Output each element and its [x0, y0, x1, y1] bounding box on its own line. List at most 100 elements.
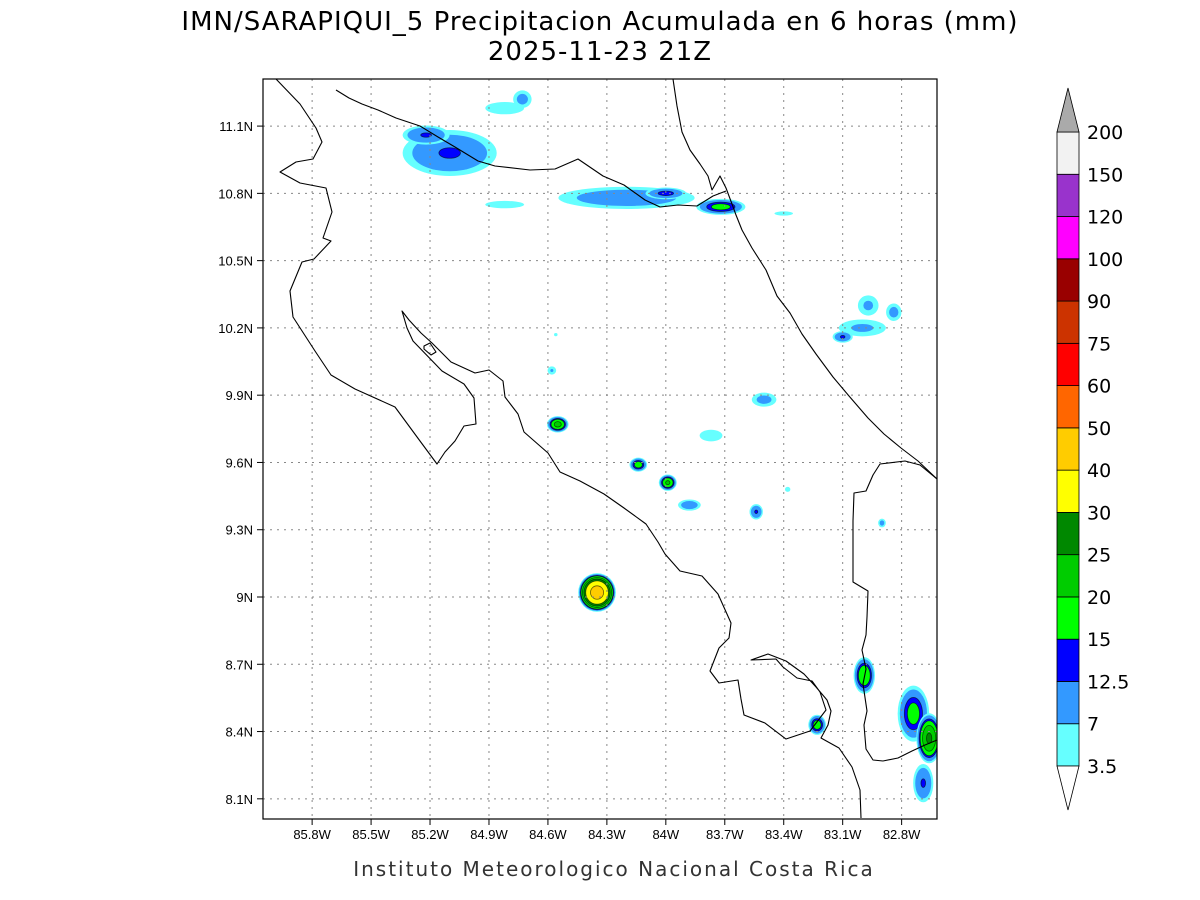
- precip-contour: [699, 429, 723, 442]
- precip-cell: [699, 429, 723, 442]
- precip-cell: [402, 125, 450, 145]
- precip-contour: [554, 333, 558, 337]
- colorbar-segment: [1056, 385, 1080, 429]
- precip-contour: [681, 501, 698, 510]
- lon-tick-label: 83.1W: [824, 827, 862, 842]
- precip-contour: [485, 200, 525, 209]
- precip-contour: [812, 719, 822, 730]
- colorbar-segment: [1056, 173, 1080, 217]
- precip-cell: [838, 319, 886, 337]
- colorbar-segment: [1056, 681, 1080, 725]
- precip-cell: [645, 187, 687, 200]
- colorbar-label: 7: [1087, 714, 1099, 736]
- lon-tick-label: 85.5W: [352, 827, 390, 842]
- precip-contour: [756, 395, 772, 404]
- precip-cell: [485, 200, 525, 209]
- precip-cell: [749, 504, 763, 520]
- lat-tick-label: 9.3N: [226, 523, 253, 538]
- caribbean-coastline: [672, 79, 937, 480]
- colorbar-label: 120: [1087, 207, 1123, 229]
- precip-contour: [920, 778, 926, 788]
- precip-cell: [629, 457, 648, 472]
- lat-tick-label: 9N: [236, 590, 253, 605]
- colorbar-segment: [1056, 469, 1080, 513]
- colorbar-segment: [1056, 512, 1080, 556]
- latitude-axis: 8.1N 8.4N 8.7N 9N 9.3N 9.6N 9.9N 10.2N 10.5N 10.8…: [218, 119, 263, 807]
- precip-cell: [546, 416, 569, 433]
- lon-tick-label: 84W: [652, 827, 679, 842]
- grid-lines: [263, 79, 937, 819]
- map-title: IMN/SARAPIQUI_5 Precipitacion Acumulada …: [181, 7, 1018, 37]
- lat-tick-label: 10.8N: [218, 186, 253, 201]
- colorbar-label: 100: [1087, 249, 1123, 271]
- precip-contour: [879, 520, 885, 526]
- lon-tick-label: 84.9W: [470, 827, 508, 842]
- precip-contour: [553, 421, 562, 428]
- colorbar-under-triangle: [1056, 765, 1080, 811]
- colorbar-label: 25: [1087, 545, 1111, 567]
- precip-contour: [633, 461, 643, 469]
- colorbar-over-triangle: [1056, 87, 1080, 133]
- precip-cell: [784, 486, 791, 492]
- precip-contour: [590, 585, 605, 600]
- colorbar-label: 40: [1087, 460, 1111, 482]
- precip-cell: [658, 474, 677, 491]
- precip-contour: [889, 306, 899, 318]
- precip-cell: [916, 713, 937, 764]
- colorbar-segment: [1056, 723, 1080, 767]
- nicoya-gulf-island: [423, 342, 437, 356]
- lat-tick-label: 8.7N: [226, 657, 253, 672]
- precip-contour: [711, 203, 731, 211]
- precip-cell: [578, 573, 616, 612]
- colorbar-label: 90: [1087, 291, 1111, 313]
- colorbar-segment: [1056, 131, 1080, 175]
- precip-cell: [696, 198, 746, 215]
- precip-contour: [754, 509, 759, 514]
- colorbar-label: 60: [1087, 376, 1111, 398]
- coastlines: [275, 79, 937, 819]
- lon-tick-label: 82.8W: [883, 827, 921, 842]
- colorbar-label: 3.5: [1087, 756, 1117, 778]
- colorbar-segment: [1056, 300, 1080, 344]
- lat-tick-label: 10.2N: [218, 321, 253, 336]
- colorbar-label: 75: [1087, 333, 1111, 355]
- colorbar-segment: [1056, 554, 1080, 598]
- lon-tick-label: 85.2W: [411, 827, 449, 842]
- pacific-coastline: [275, 79, 862, 819]
- footer-credit: Instituto Meteorologico Nacional Costa R…: [353, 857, 875, 881]
- precip-contour: [863, 300, 874, 311]
- precip-cell: [678, 499, 701, 511]
- precip-contour: [438, 147, 461, 159]
- lon-tick-label: 83.7W: [706, 827, 744, 842]
- colorbar-label: 30: [1087, 502, 1111, 524]
- precip-contour: [665, 480, 671, 485]
- precip-contour: [851, 323, 874, 332]
- panama-coastline: [882, 739, 937, 762]
- colorbar-label: 50: [1087, 418, 1111, 440]
- lat-tick-label: 9.6N: [226, 455, 253, 470]
- precip-cell: [513, 90, 532, 108]
- precip-contour: [839, 334, 846, 339]
- lon-tick-label: 83.4W: [765, 827, 803, 842]
- lat-tick-label: 8.4N: [226, 725, 253, 740]
- colorbar-label: 20: [1087, 587, 1111, 609]
- colorbar-label: 12.5: [1087, 671, 1129, 693]
- lat-tick-label: 10.5N: [218, 254, 253, 269]
- precip-contour: [485, 102, 525, 115]
- colorbar-segment: [1056, 216, 1080, 260]
- colorbar-segment: [1056, 427, 1080, 471]
- precip-cell: [857, 295, 879, 316]
- lat-tick-label: 11.1N: [219, 119, 253, 134]
- colorbar-label: 200: [1087, 122, 1123, 144]
- precip-cell: [878, 518, 886, 528]
- precip-cell: [808, 714, 826, 735]
- map-subtitle: 2025-11-23 21Z: [488, 37, 712, 67]
- precip-cell: [886, 303, 902, 321]
- precip-cell: [554, 333, 558, 337]
- panama-border: [852, 460, 937, 762]
- precip-cell: [832, 331, 853, 343]
- colorbar: 3.5 7 12.5 15 20 25 30 40 50 60 75 90 100 120 150 200: [1056, 87, 1129, 811]
- precip-cell: [485, 102, 525, 115]
- lon-tick-label: 84.3W: [588, 827, 626, 842]
- precip-contour: [784, 486, 791, 492]
